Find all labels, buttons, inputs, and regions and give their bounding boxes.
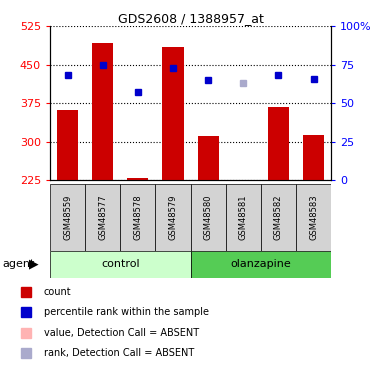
Bar	[156, 184, 191, 251]
Text: control: control	[101, 260, 140, 269]
Bar	[198, 136, 219, 180]
Text: agent: agent	[2, 260, 34, 269]
Bar	[226, 184, 261, 251]
Text: count: count	[44, 286, 71, 297]
Text: GSM48582: GSM48582	[274, 195, 283, 240]
Bar	[50, 184, 85, 251]
Text: ▶: ▶	[29, 258, 38, 271]
Title: GDS2608 / 1388957_at: GDS2608 / 1388957_at	[118, 12, 263, 25]
Text: GSM48579: GSM48579	[169, 195, 177, 240]
Bar	[296, 184, 331, 251]
Bar	[261, 184, 296, 251]
Text: GSM48580: GSM48580	[204, 195, 213, 240]
Bar	[233, 180, 254, 183]
Bar	[121, 184, 156, 251]
Text: GSM48578: GSM48578	[133, 195, 142, 240]
Text: percentile rank within the sample: percentile rank within the sample	[44, 307, 209, 317]
Bar	[92, 43, 113, 180]
Text: GSM48581: GSM48581	[239, 195, 248, 240]
Bar	[127, 178, 148, 180]
Text: value, Detection Call = ABSENT: value, Detection Call = ABSENT	[44, 328, 199, 338]
Bar	[85, 184, 120, 251]
Bar	[191, 184, 226, 251]
Text: GSM48577: GSM48577	[98, 195, 107, 240]
Bar	[57, 110, 78, 180]
Text: olanzapine: olanzapine	[231, 260, 291, 269]
Text: GSM48583: GSM48583	[309, 195, 318, 240]
Bar	[191, 251, 331, 278]
Bar	[162, 47, 184, 180]
Bar	[268, 107, 289, 180]
Text: GSM48559: GSM48559	[63, 195, 72, 240]
Bar	[303, 135, 324, 180]
Text: rank, Detection Call = ABSENT: rank, Detection Call = ABSENT	[44, 348, 194, 358]
Bar	[50, 251, 191, 278]
